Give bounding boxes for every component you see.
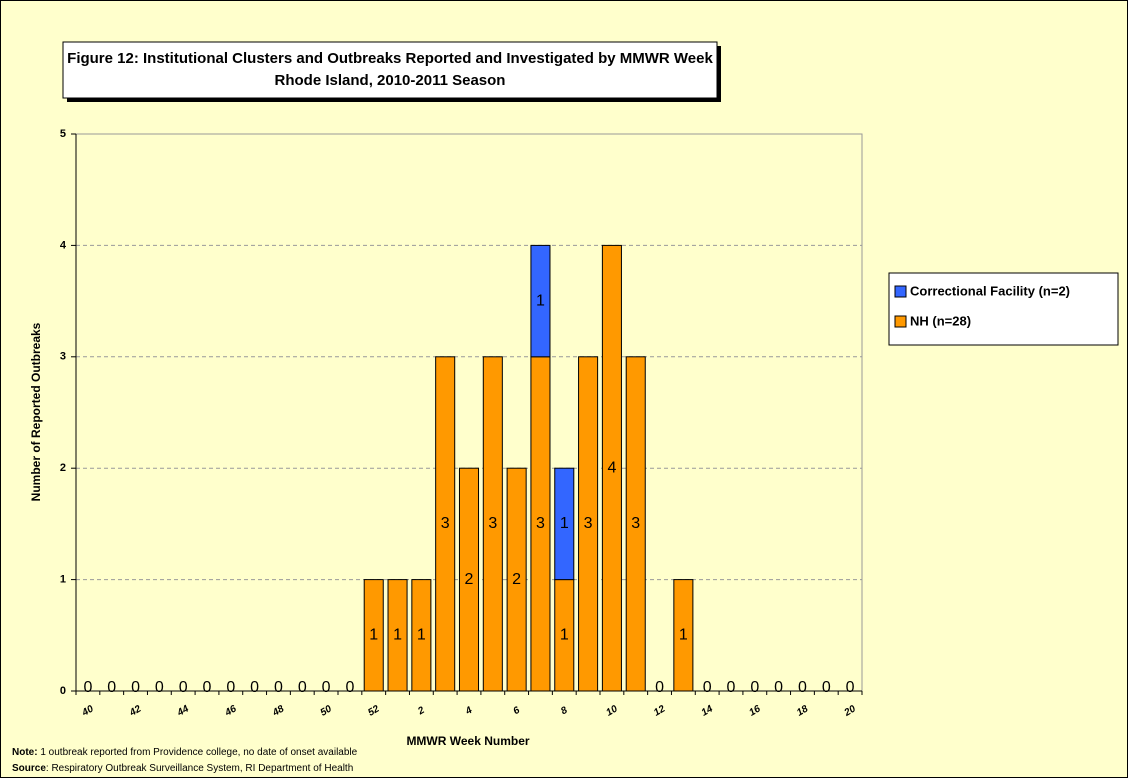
- data-label: 2: [465, 571, 474, 588]
- data-label: 1: [393, 627, 402, 644]
- y-tick-label: 4: [60, 239, 67, 251]
- bar-segment: [601, 244, 622, 692]
- data-label: 0: [322, 679, 331, 696]
- bar-segment: [363, 579, 384, 692]
- data-label: 0: [727, 679, 736, 696]
- y-tick-label: 5: [60, 128, 66, 140]
- note: Note: 1 outbreak reported from Providenc…: [12, 747, 358, 758]
- data-label: 0: [774, 679, 783, 696]
- data-label: 0: [798, 679, 807, 696]
- data-label: 0: [107, 679, 116, 696]
- data-label: 1: [417, 627, 426, 644]
- data-label: 1: [560, 627, 569, 644]
- data-label: 3: [536, 515, 545, 532]
- data-label: 0: [179, 679, 188, 696]
- data-label: 0: [274, 679, 283, 696]
- data-label: 0: [83, 679, 92, 696]
- data-label: 0: [131, 679, 140, 696]
- note-label: Note:: [12, 747, 38, 758]
- x-tick-label: 8: [559, 705, 570, 718]
- legend-swatch: [894, 315, 907, 328]
- x-tick-label: 42: [127, 703, 143, 719]
- bar-segment: [625, 356, 646, 692]
- legend-label: Correctional Facility (n=2): [910, 283, 1070, 298]
- x-tick-label: 12: [652, 703, 668, 718]
- data-label: 3: [441, 515, 450, 532]
- x-tick-label: 20: [842, 703, 858, 719]
- data-label: 3: [631, 515, 640, 532]
- x-tick-label: 44: [175, 703, 191, 719]
- data-label: 4: [607, 459, 616, 476]
- x-tick-label: 10: [604, 703, 620, 718]
- data-label: 1: [369, 627, 378, 644]
- data-label: 3: [488, 515, 497, 532]
- bar-segment: [554, 467, 575, 581]
- x-tick-label: 18: [795, 703, 811, 718]
- data-label: 0: [203, 679, 212, 696]
- x-tick-label: 6: [512, 705, 523, 718]
- data-label: 0: [703, 679, 712, 696]
- x-tick-label: 16: [747, 703, 763, 718]
- bar-segment: [673, 579, 694, 692]
- data-label: 0: [822, 679, 831, 696]
- bar-segment: [435, 356, 456, 692]
- bar-segment: [458, 467, 480, 692]
- source-text: : Respiratory Outbreak Surveillance Syst…: [46, 763, 353, 774]
- x-axis-title: MMWR Week Number: [406, 734, 529, 748]
- bar-segment: [387, 579, 408, 692]
- note-text: 1 outbreak reported from Providence coll…: [38, 747, 358, 758]
- x-tick-label: 4: [463, 705, 475, 718]
- y-tick-label: 2: [60, 462, 66, 474]
- data-label: 0: [226, 679, 235, 696]
- x-tick-label: 40: [80, 703, 96, 719]
- chart-title: Figure 12: Institutional Clusters and Ou…: [67, 50, 713, 67]
- data-label: 0: [655, 679, 664, 696]
- source-label: Source: [12, 763, 46, 774]
- legend-label: NH (n=28): [910, 313, 971, 328]
- data-label: 2: [512, 571, 521, 588]
- source: Source: Respiratory Outbreak Surveillanc…: [12, 763, 353, 774]
- title-box: [62, 41, 718, 99]
- x-tick-label: 50: [319, 703, 335, 718]
- data-label: 0: [750, 679, 759, 696]
- x-tick-label: 46: [222, 703, 238, 719]
- x-tick-label: 52: [366, 703, 382, 718]
- bar-segment: [578, 356, 599, 692]
- y-tick-label: 3: [60, 351, 66, 363]
- bar-segment: [506, 467, 527, 692]
- data-label: 0: [155, 679, 164, 696]
- bar-segment: [482, 356, 503, 692]
- legend-box: [888, 272, 1119, 346]
- y-axis-title: Number of Reported Outbreaks: [29, 322, 43, 501]
- data-label: 0: [846, 679, 855, 696]
- y-tick-label: 1: [60, 574, 66, 586]
- data-label: 0: [298, 679, 307, 696]
- bar-segment: [411, 579, 432, 692]
- x-tick-label: 2: [415, 705, 427, 718]
- bar-segment: [530, 244, 551, 358]
- data-label: 1: [536, 292, 545, 309]
- x-tick-label: 48: [270, 703, 286, 719]
- x-tick-label: 14: [700, 703, 716, 718]
- y-tick-label: 0: [60, 685, 66, 697]
- data-label: 1: [560, 515, 569, 532]
- data-label: 0: [250, 679, 259, 696]
- chart-subtitle: Rhode Island, 2010-2011 Season: [275, 72, 506, 89]
- data-label: 0: [345, 679, 354, 696]
- legend-swatch: [894, 285, 907, 298]
- data-label: 3: [584, 515, 593, 532]
- data-label: 1: [679, 627, 688, 644]
